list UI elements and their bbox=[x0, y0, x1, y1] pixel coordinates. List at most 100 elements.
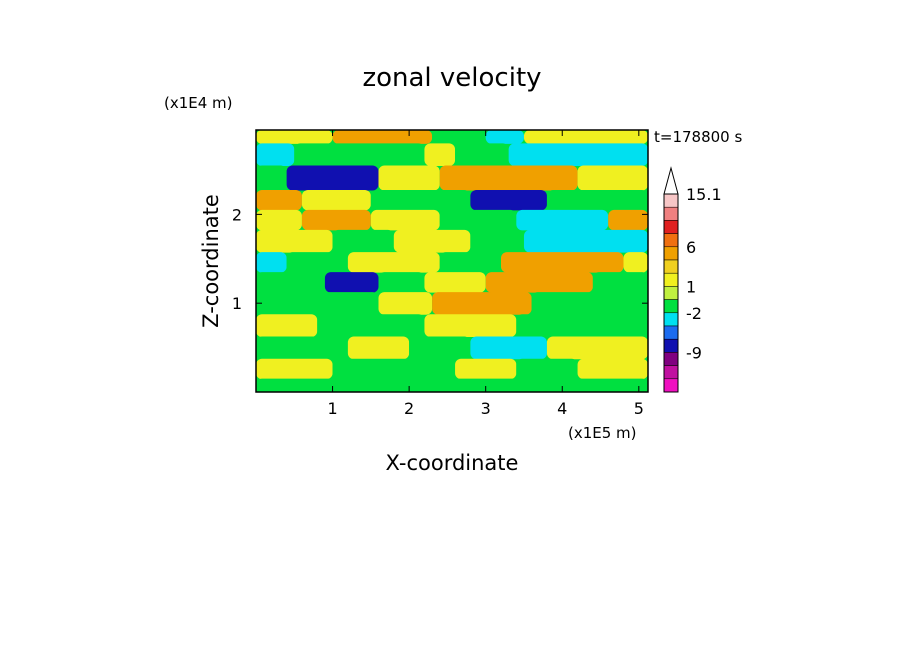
field-cell bbox=[332, 229, 394, 253]
field-cell bbox=[256, 143, 295, 167]
field-cell bbox=[439, 209, 517, 231]
field-cell bbox=[256, 252, 287, 273]
field-cell bbox=[409, 336, 471, 360]
x-tick-label: 2 bbox=[404, 399, 414, 418]
chart-title: zonal velocity bbox=[362, 63, 541, 93]
colorbar: 15.1 6 1 -2 -9 bbox=[663, 166, 722, 393]
field-cell bbox=[256, 314, 318, 337]
x-tick-label: 4 bbox=[557, 399, 567, 418]
field-cell bbox=[324, 272, 379, 293]
field-cell bbox=[531, 292, 648, 315]
x-tick-label: 3 bbox=[481, 399, 491, 418]
field-cell bbox=[332, 358, 456, 380]
colorbar-swatch bbox=[663, 272, 679, 287]
colorbar-swatch bbox=[663, 365, 679, 380]
field-cell bbox=[347, 252, 440, 273]
field-cell bbox=[455, 358, 517, 380]
colorbar-swatch bbox=[663, 325, 679, 340]
field-cell bbox=[256, 165, 287, 191]
plot-frame bbox=[255, 129, 649, 393]
x-tick-label: 5 bbox=[634, 399, 644, 418]
field-cell bbox=[485, 272, 593, 293]
field-cell bbox=[501, 252, 624, 273]
colorbar-swatch bbox=[663, 233, 679, 248]
field-cell bbox=[256, 292, 379, 315]
field-cell bbox=[546, 189, 648, 211]
field-cell bbox=[577, 358, 648, 380]
field-cell bbox=[439, 165, 578, 191]
field-cell bbox=[424, 143, 456, 167]
field-cell bbox=[256, 130, 333, 144]
y-scale-label: (x1E4 m) bbox=[164, 94, 233, 112]
field-cell bbox=[286, 252, 348, 273]
colorbar-arrow bbox=[663, 166, 679, 195]
y-axis-label: Z-coordinate bbox=[199, 194, 223, 328]
colorbar-swatch bbox=[663, 299, 679, 314]
colorbar-swatch bbox=[663, 286, 679, 300]
colorbar-swatch bbox=[663, 193, 679, 208]
field-cell bbox=[516, 209, 609, 231]
colorbar-swatch bbox=[663, 259, 679, 274]
x-axis-ticks: 1 2 3 4 5 bbox=[327, 130, 644, 418]
colorbar-swatch bbox=[663, 352, 679, 366]
field-cell bbox=[317, 314, 425, 337]
field-cell bbox=[424, 272, 486, 293]
field-cell bbox=[256, 229, 333, 253]
field-cell bbox=[455, 143, 509, 167]
colorbar-label: -2 bbox=[686, 304, 702, 323]
field-cell bbox=[623, 252, 648, 273]
colorbar-label: -9 bbox=[686, 343, 702, 362]
field-cell bbox=[370, 189, 471, 211]
colorbar-swatch bbox=[663, 206, 679, 221]
x-axis-label: X-coordinate bbox=[386, 451, 519, 475]
colorbar-swatch bbox=[663, 338, 679, 353]
field-cell bbox=[432, 130, 486, 144]
colorbar-swatch bbox=[663, 220, 679, 234]
y-axis-ticks: 12 bbox=[232, 205, 648, 313]
field-cell bbox=[256, 209, 302, 231]
field-cell bbox=[470, 229, 524, 253]
field-cell bbox=[577, 165, 648, 191]
field-cell bbox=[546, 336, 648, 360]
field-cell bbox=[523, 229, 648, 253]
field-cell bbox=[439, 252, 501, 273]
field-cell bbox=[256, 336, 348, 360]
field-cell bbox=[378, 292, 433, 315]
field-cell bbox=[370, 209, 440, 231]
field-cell bbox=[516, 314, 648, 337]
field-cell bbox=[393, 229, 471, 253]
field-cell bbox=[256, 272, 325, 293]
field-cell bbox=[256, 378, 648, 392]
field-cell bbox=[516, 358, 578, 380]
colorbar-swatch bbox=[663, 378, 679, 393]
field-cell bbox=[286, 165, 379, 191]
field-cell bbox=[256, 189, 302, 211]
time-label: t=178800 s bbox=[654, 128, 742, 146]
colorbar-frame bbox=[663, 193, 679, 393]
field-cell bbox=[608, 209, 648, 231]
field-cell bbox=[301, 189, 371, 211]
field-cell bbox=[301, 209, 371, 231]
velocity-field bbox=[256, 130, 648, 392]
field-cell bbox=[378, 272, 425, 293]
field-cell bbox=[432, 292, 532, 315]
field-cell bbox=[523, 130, 648, 144]
field-cell bbox=[592, 272, 648, 293]
colorbar-label: 15.1 bbox=[686, 185, 722, 204]
field-cell bbox=[256, 358, 333, 380]
field-cell bbox=[378, 165, 440, 191]
field-cell bbox=[470, 189, 547, 211]
field-cell bbox=[485, 130, 524, 144]
field-cell bbox=[294, 143, 425, 167]
x-scale-label: (x1E5 m) bbox=[568, 424, 637, 442]
field-cell bbox=[424, 314, 517, 337]
field-cell bbox=[470, 336, 547, 360]
colorbar-label: 6 bbox=[686, 238, 696, 257]
x-tick-label: 1 bbox=[327, 399, 337, 418]
colorbar-swatch bbox=[663, 312, 679, 327]
y-tick-label: 1 bbox=[232, 294, 242, 313]
field-cell bbox=[508, 143, 648, 167]
field-cell bbox=[347, 336, 410, 360]
y-tick-label: 2 bbox=[232, 205, 242, 224]
